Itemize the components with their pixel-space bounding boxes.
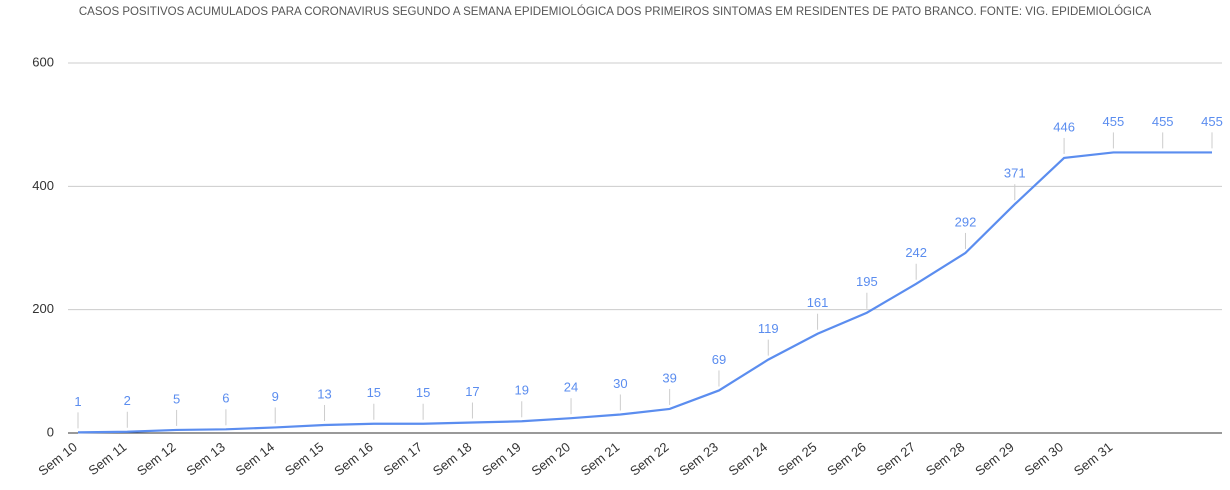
data-label: 292 bbox=[955, 214, 977, 229]
data-label: 161 bbox=[807, 295, 829, 310]
x-tick-label: Sem 23 bbox=[676, 439, 721, 478]
data-label: 5 bbox=[173, 391, 180, 406]
x-tick-label: Sem 31 bbox=[1071, 439, 1116, 478]
x-tick-label: Sem 18 bbox=[430, 439, 475, 478]
x-tick-label: Sem 10 bbox=[35, 439, 80, 478]
data-label: 19 bbox=[515, 383, 529, 398]
x-tick-label: Sem 22 bbox=[627, 439, 672, 478]
data-label: 15 bbox=[416, 385, 430, 400]
data-label: 1 bbox=[74, 394, 81, 409]
x-tick-label: Sem 16 bbox=[331, 439, 376, 478]
data-label: 17 bbox=[465, 384, 479, 399]
data-label: 6 bbox=[222, 391, 229, 406]
x-tick-label: Sem 13 bbox=[183, 439, 228, 478]
data-label: 13 bbox=[317, 386, 331, 401]
data-label: 30 bbox=[613, 376, 627, 391]
data-label: 69 bbox=[712, 352, 726, 367]
data-label: 39 bbox=[662, 370, 676, 385]
data-line bbox=[77, 151, 1212, 434]
data-label: 15 bbox=[367, 385, 381, 400]
data-label: 195 bbox=[856, 274, 878, 289]
data-label: 24 bbox=[564, 380, 578, 395]
data-label: 119 bbox=[758, 321, 779, 336]
y-tick-label: 600 bbox=[32, 54, 54, 69]
x-tick-label: Sem 21 bbox=[578, 439, 623, 478]
x-tick-label: Sem 25 bbox=[775, 439, 820, 478]
data-label: 242 bbox=[905, 245, 927, 260]
x-tick-label: Sem 14 bbox=[233, 439, 278, 478]
x-tick-label: Sem 11 bbox=[85, 439, 129, 478]
x-tick-label: Sem 19 bbox=[479, 439, 524, 478]
chart-title: CASOS POSITIVOS ACUMULADOS PARA CORONAVI… bbox=[78, 6, 1152, 18]
data-label: 2 bbox=[124, 393, 131, 408]
x-tick-label: Sem 27 bbox=[874, 439, 919, 478]
x-tick-label: Sem 24 bbox=[726, 439, 771, 478]
y-tick-label: 400 bbox=[32, 178, 54, 193]
x-tick-label: Sem 26 bbox=[824, 439, 869, 478]
data-label: 455 bbox=[1201, 114, 1223, 129]
x-tick-label: Sem 28 bbox=[923, 439, 968, 478]
y-tick-label: 200 bbox=[32, 301, 54, 316]
x-tick-label: Sem 20 bbox=[528, 439, 573, 478]
x-tick-label: Sem 29 bbox=[972, 439, 1017, 478]
data-label: 455 bbox=[1152, 114, 1174, 129]
x-tick-label: Sem 12 bbox=[134, 439, 179, 478]
x-tick-label: Sem 30 bbox=[1022, 439, 1067, 478]
data-label: 371 bbox=[1004, 166, 1026, 181]
data-label: 9 bbox=[272, 389, 279, 404]
x-tick-label: Sem 15 bbox=[282, 439, 327, 478]
x-tick-label: Sem 17 bbox=[381, 439, 426, 478]
data-label: 446 bbox=[1053, 119, 1075, 134]
data-label: 455 bbox=[1103, 114, 1125, 129]
y-tick-label: 0 bbox=[47, 424, 54, 439]
